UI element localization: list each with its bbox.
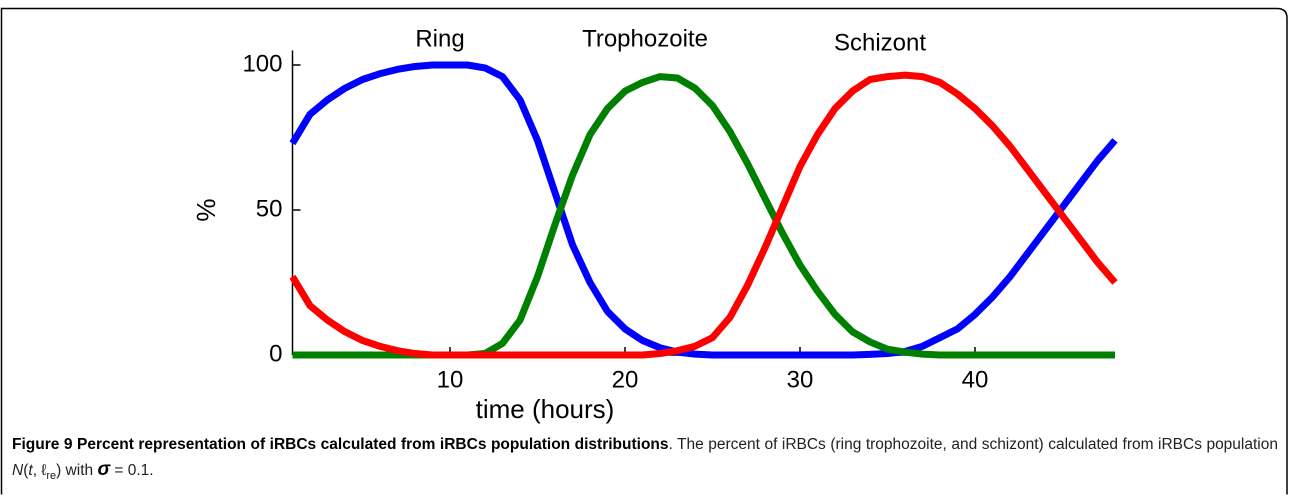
series-annotation: Schizont — [834, 29, 926, 56]
x-tick-label: 40 — [962, 366, 989, 393]
caption-text: ) with — [56, 462, 98, 479]
caption-text: = 0.1. — [110, 462, 154, 479]
y-tick-label: 0 — [269, 340, 282, 367]
series-annotation: Ring — [415, 25, 464, 52]
caption-title: Figure 9 Percent representation of iRBCs… — [12, 436, 669, 453]
caption-text: N — [12, 462, 24, 479]
caption-text: ( — [23, 462, 29, 479]
y-tick-label: 50 — [256, 195, 283, 222]
x-axis-label: time (hours) — [476, 394, 615, 424]
caption: Figure 9 Percent representation of iRBCs… — [12, 432, 1278, 489]
x-tick-label: 30 — [787, 366, 814, 393]
series-annotation: Trophozoite — [582, 25, 708, 52]
caption-text: t — [28, 462, 33, 479]
y-axis-label: % — [191, 198, 221, 221]
series-line — [292, 73, 1115, 359]
caption-text: σ — [97, 459, 111, 480]
x-tick-label: 10 — [437, 366, 464, 393]
x-tick-label: 20 — [612, 366, 639, 393]
y-tick-label: 100 — [242, 50, 282, 77]
caption-text: . The percent of iRBCs (ring trophozoite… — [668, 436, 1278, 453]
caption-text: re — [46, 470, 57, 483]
series-line — [289, 61, 1118, 359]
caption-text: , ℓ — [32, 462, 47, 479]
series-line — [289, 71, 1118, 359]
figure-border — [0, 7, 1288, 495]
plot-area: 0 50 100 10 20 30 40 — [242, 50, 1118, 393]
